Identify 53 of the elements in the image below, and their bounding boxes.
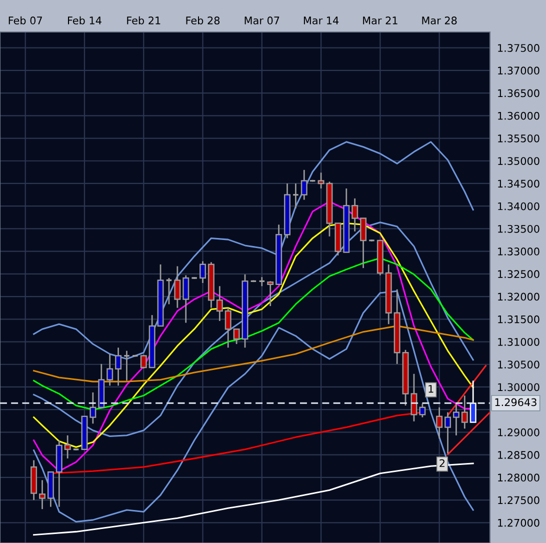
- y-tick-label: 1.27500: [498, 496, 540, 504]
- candlestick: [182, 274, 190, 324]
- y-tick-label: 1.36500: [498, 89, 540, 98]
- x-tick-label: Mar 21: [363, 16, 398, 24]
- candlestick: [300, 169, 308, 200]
- y-tick-label: 1.37500: [498, 44, 540, 52]
- candlestick: [64, 434, 71, 460]
- x-tick-label: Feb 28: [186, 16, 220, 24]
- candlestick: [166, 277, 172, 305]
- candlestick: [174, 266, 181, 309]
- candlestick: [360, 218, 367, 269]
- x-tick-label: Feb 21: [127, 16, 160, 24]
- y-tick-label: 1.33000: [498, 248, 540, 256]
- ref-line-label: 1.29643: [495, 398, 536, 406]
- x-tick-label: Feb 07: [8, 16, 42, 24]
- candlestick: [90, 392, 96, 424]
- candlestick: [258, 276, 266, 287]
- y-tick-label: 1.31500: [498, 315, 540, 324]
- annotation: 1: [428, 385, 434, 393]
- y-tick-label: 1.37000: [498, 66, 540, 75]
- x-tick-label: Mar 07: [244, 16, 280, 24]
- candlestick: [115, 346, 122, 386]
- candlestick: [419, 403, 426, 418]
- candlestick: [200, 260, 206, 284]
- x-tick-label: Mar 14: [304, 16, 339, 24]
- x-tick-label: Feb 14: [68, 16, 102, 24]
- candlestick: [123, 350, 130, 382]
- candlestick: [216, 285, 223, 322]
- candlestick: [38, 479, 46, 510]
- y-tick-label: 1.35000: [498, 157, 540, 165]
- y-tick-label: 1.34000: [498, 202, 540, 210]
- annotation: 2: [440, 459, 444, 467]
- candlestick: [352, 198, 358, 232]
- y-tick-label: 1.32000: [498, 292, 540, 301]
- y-tick-label: 1.34500: [498, 180, 540, 188]
- y-tick-label: 1.30000: [498, 383, 540, 392]
- candlestick: [224, 307, 232, 348]
- candlestick: [292, 182, 300, 210]
- candlestick: [233, 328, 240, 345]
- y-tick-label: 1.28500: [498, 451, 540, 459]
- y-tick-label: 1.36000: [498, 112, 540, 120]
- y-tick-label: 1.30500: [498, 360, 540, 368]
- candlestick: [106, 353, 114, 386]
- y-tick-label: 1.32500: [498, 270, 540, 278]
- x-tick-label: Mar 28: [422, 16, 457, 24]
- y-tick-label: 1.28000: [498, 474, 540, 482]
- y-tick-label: 1.29000: [498, 428, 540, 436]
- y-tick-label: 1.33500: [498, 224, 540, 233]
- candlestick: [267, 280, 274, 307]
- y-tick-label: 1.35500: [498, 134, 540, 142]
- candlestick: [140, 354, 147, 370]
- y-tick-label: 1.27000: [498, 518, 540, 527]
- y-tick-label: 1.31000: [498, 338, 540, 346]
